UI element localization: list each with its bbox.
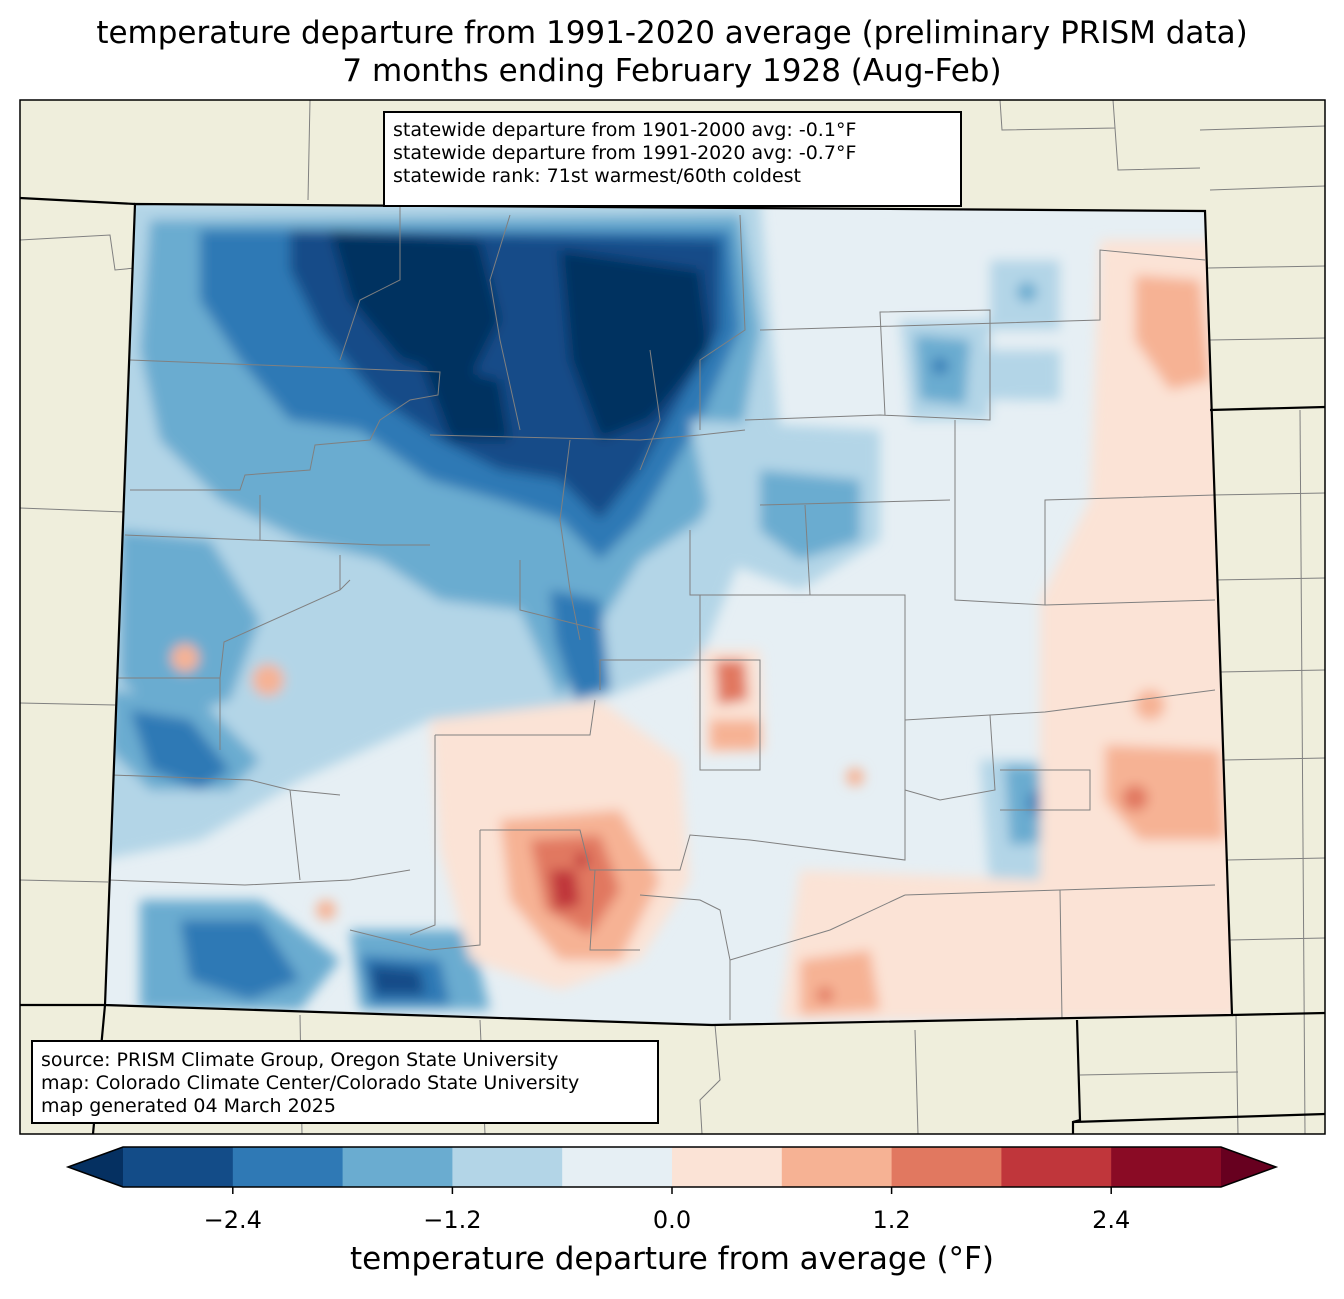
colorbar-label: temperature departure from average (°F) [350,1241,994,1277]
departure-field [105,204,1232,1025]
colorbar-under-arrow [68,1147,123,1187]
colorbar-bin [562,1147,673,1187]
map-frame [19,99,1326,1135]
map-title-line1: temperature departure from 1991-2020 ave… [96,15,1248,51]
credits-line-1: source: PRISM Climate Group, Oregon Stat… [41,1049,559,1071]
colorbar-tick-label: 0.0 [652,1206,692,1234]
colorbar [65,1146,1279,1194]
colorbar-tick-label: 1.2 [872,1206,911,1234]
colorbar-bin [672,1147,783,1187]
colorbar-over-arrow [1221,1147,1276,1187]
stats-line-2: statewide departure from 1991-2020 avg: … [393,142,857,164]
colorbar-bin [123,1147,234,1187]
map-title-line2: 7 months ending February 1928 (Aug-Feb) [342,53,1002,89]
colorbar-tick-label: 2.4 [1092,1206,1131,1234]
neighbor-state-lines [20,100,1325,1134]
credits-box: source: PRISM Climate Group, Oregon Stat… [31,1040,659,1124]
stats-line-1: statewide departure from 1901-2000 avg: … [393,119,857,141]
colorbar-bin [342,1147,453,1187]
colorbar-bin [781,1147,893,1187]
colorbar-bin [1111,1147,1222,1187]
county-lines [107,205,1216,1021]
stats-line-3: statewide rank: 71st warmest/60th coldes… [393,165,802,187]
colorbar-bin [1001,1147,1112,1187]
colorbar-tick-label: −1.2 [423,1206,482,1234]
colorbar-bin [891,1147,1002,1187]
colorbar-tick-label: −2.4 [203,1206,262,1234]
statewide-stats-box: statewide departure from 1901-2000 avg: … [383,111,962,207]
credits-line-2: map: Colorado Climate Center/Colorado St… [41,1072,580,1094]
colorbar-bin [232,1147,344,1187]
credits-line-3: map generated 04 March 2025 [41,1095,336,1117]
colorbar-bin [452,1147,563,1187]
colorbar-outline [65,1146,1279,1188]
